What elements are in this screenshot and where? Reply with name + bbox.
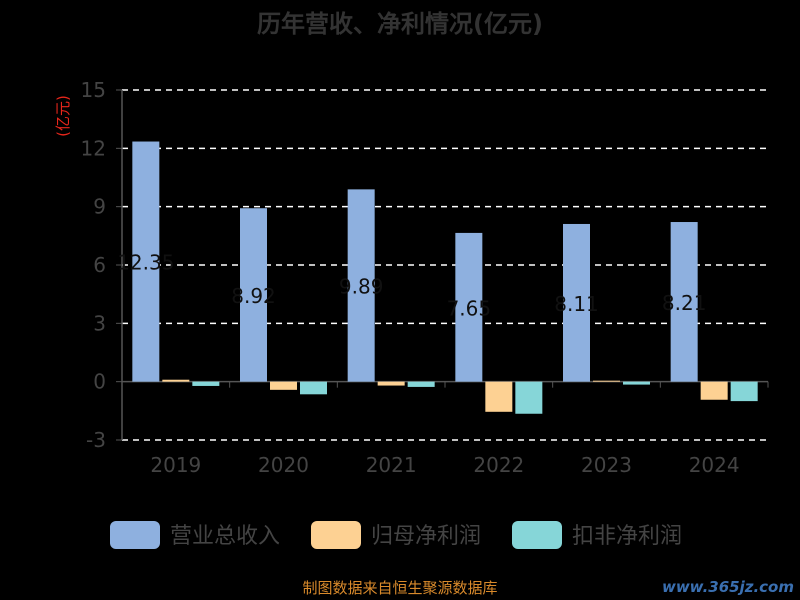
bar-归母净利润-2024: [700, 381, 728, 400]
x-tick-label: 2019: [150, 453, 201, 477]
data-label: 12.35: [117, 251, 174, 275]
grid: [122, 89, 768, 441]
x-tick-label: 2022: [473, 453, 524, 477]
bar-归母净利润-2023: [593, 380, 620, 382]
y-tick-label: 12: [81, 136, 106, 160]
data-labels: 12.35 8.92 9.89 7.65 8.11 8.21: [117, 251, 706, 321]
y-axis-label: (亿元): [54, 95, 72, 137]
bar-营业总收入-2023: [563, 223, 590, 382]
bar-营业总收入-2021: [347, 189, 375, 382]
watermark: www.365jz.com: [661, 578, 794, 596]
data-label: 8.11: [554, 292, 599, 316]
bar-归母净利润-2020: [270, 381, 297, 390]
y-tick-label: 0: [93, 370, 106, 394]
y-tick-label: 9: [93, 195, 106, 219]
y-tick-label: 3: [93, 311, 106, 335]
bar-扣非净利润-2024: [730, 381, 758, 402]
data-label: 8.92: [231, 284, 276, 308]
x-tick-label: 2023: [581, 453, 632, 477]
bars: [132, 141, 758, 414]
bar-扣非净利润-2020: [300, 381, 327, 395]
bar-归母净利润-2019: [162, 379, 190, 382]
bar-营业总收入-2024: [670, 222, 698, 382]
legend-swatch-营业总收入: [110, 521, 160, 549]
legend-swatch-扣非净利润: [512, 521, 562, 549]
x-tick-label: 2021: [366, 453, 417, 477]
data-label: 7.65: [447, 296, 492, 320]
bar-归母净利润-2022: [485, 381, 513, 412]
bar-扣非净利润-2019: [192, 381, 220, 386]
legend-label-营业总收入: 营业总收入: [170, 524, 280, 549]
y-tick-label: -3: [86, 428, 106, 452]
bar-营业总收入-2019: [132, 141, 160, 382]
legend-label-归母净利润: 归母净利润: [371, 524, 481, 549]
x-tick-label: 2024: [689, 453, 740, 477]
chart-title: 历年营收、净利情况(亿元): [257, 10, 543, 38]
bar-营业总收入-2020: [240, 208, 267, 382]
axes: -3 0 3 6 9 12 15 2019 2020 2021 2022 2023 2024: [81, 78, 769, 477]
bar-扣非净利润-2022: [515, 381, 543, 414]
legend-swatch-归母净利润: [311, 521, 361, 549]
y-tick-label: 15: [81, 78, 106, 102]
data-label: 9.89: [339, 275, 384, 299]
bar-扣非净利润-2021: [407, 381, 435, 387]
y-tick-label: 6: [93, 253, 106, 277]
legend-label-扣非净利润: 扣非净利润: [572, 524, 682, 549]
bar-营业总收入-2022: [455, 232, 483, 382]
data-label: 8.21: [662, 291, 707, 315]
data-source-note: 制图数据来自恒生聚源数据库: [302, 579, 498, 597]
bar-扣非净利润-2023: [623, 381, 650, 385]
bar-归母净利润-2021: [377, 381, 405, 386]
x-tick-label: 2020: [258, 453, 309, 477]
legend: 营业总收入 归母净利润 扣非净利润: [110, 521, 682, 549]
